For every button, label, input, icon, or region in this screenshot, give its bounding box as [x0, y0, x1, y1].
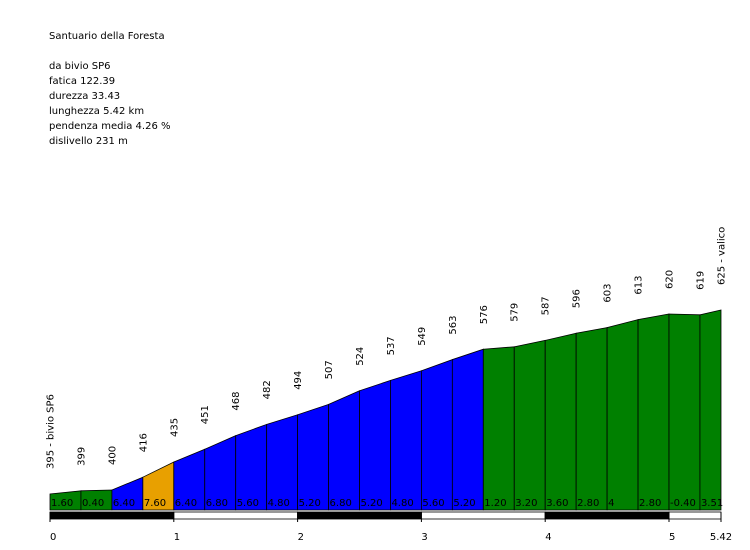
distance-tick-label: 5: [669, 532, 675, 543]
profile-segment: [668, 313, 701, 511]
gradient-label: 4.80: [268, 498, 290, 509]
gradient-label: 6.80: [330, 498, 352, 509]
elevation-label: 619: [695, 271, 706, 290]
elevation-label: 400: [107, 446, 118, 465]
profile-segment: [266, 414, 299, 511]
elevation-label: 587: [541, 296, 552, 315]
gradient-label: 4.80: [391, 498, 413, 509]
profile-segment: [451, 348, 484, 511]
elevation-label: 395 - bivio SP6: [46, 394, 57, 469]
distance-tick-label: 3: [421, 532, 427, 543]
dislivello-stat: dislivello 231 m: [49, 136, 128, 147]
distance-scale-block: [49, 511, 175, 520]
gradient-label: 1.60: [51, 498, 73, 509]
distance-tick-label: 0: [50, 532, 56, 543]
gradient-label: 6.40: [175, 498, 197, 509]
elevation-label: 596: [572, 289, 583, 308]
elevation-label: 625 - valico: [716, 227, 727, 285]
elevation-label: 507: [324, 360, 335, 379]
gradient-label: 6.80: [206, 498, 228, 509]
elevation-label: 537: [386, 336, 397, 355]
profile-segment: [544, 332, 577, 511]
elevation-label: 579: [510, 303, 521, 322]
distance-scale-block: [297, 511, 422, 520]
elevation-label: 451: [200, 405, 211, 424]
profile-segment: [699, 309, 722, 511]
distance-scale-block: [544, 511, 670, 520]
elevation-label: 613: [634, 276, 645, 295]
distance-tick-label: 1: [174, 532, 180, 543]
profile-segment: [328, 390, 360, 511]
pendenza-stat: pendenza media 4.26 %: [49, 121, 171, 132]
durezza-stat: durezza 33.43: [49, 91, 121, 102]
profile-segment: [513, 339, 546, 511]
profile-segment: [575, 327, 608, 511]
elevation-label: 482: [262, 380, 273, 399]
chart-title: Santuario della Foresta: [49, 31, 165, 42]
elevation-label: 468: [231, 392, 242, 411]
elevation-label: 620: [665, 270, 676, 289]
distance-tick-label: 5.42: [710, 532, 732, 543]
start-point-label: da bivio SP6: [49, 61, 111, 72]
elevation-label: 603: [603, 284, 614, 303]
gradient-label: 5.60: [422, 498, 444, 509]
gradient-label: 5.20: [299, 498, 321, 509]
profile-segment: [359, 379, 391, 511]
profile-segment: [297, 403, 329, 511]
lunghezza-stat: lunghezza 5.42 km: [49, 106, 145, 117]
distance-scale-block: [173, 511, 299, 520]
elevation-label: 494: [293, 371, 304, 390]
profile-segment: [390, 370, 422, 511]
gradient-label: 6.40: [113, 498, 135, 509]
elevation-label: 399: [76, 447, 87, 466]
gradient-label: 3.51: [701, 498, 723, 509]
gradient-label: 1.20: [484, 498, 506, 509]
gradient-label: 5.20: [453, 498, 475, 509]
elevation-label: 576: [479, 305, 490, 324]
distance-tick-label: 2: [298, 532, 304, 543]
fatica-stat: fatica 122.39: [49, 76, 116, 87]
gradient-label: 2.80: [639, 498, 661, 509]
profile-segment: [637, 313, 670, 511]
gradient-label: 3.20: [515, 498, 537, 509]
distance-tick-label: 4: [545, 532, 551, 543]
gradient-label: 5.20: [361, 498, 383, 509]
elevation-label: 549: [417, 327, 428, 346]
gradient-label: 4: [608, 498, 614, 509]
distance-scale-block: [668, 511, 722, 520]
elevation-label: 416: [138, 433, 149, 452]
profile-segment: [420, 359, 453, 511]
gradient-label: 0.40: [82, 498, 104, 509]
gradient-label: 3.60: [546, 498, 568, 509]
elevation-label: 524: [355, 347, 366, 366]
elevation-label: 435: [169, 418, 180, 437]
distance-scale-block: [420, 511, 546, 520]
gradient-label: -0.40: [670, 498, 696, 509]
profile-segment: [606, 319, 639, 511]
profile-segment: [482, 346, 515, 511]
gradient-label: 2.80: [577, 498, 599, 509]
gradient-label: 5.60: [237, 498, 259, 509]
gradient-label: 7.60: [144, 498, 166, 509]
elevation-label: 563: [448, 316, 459, 335]
